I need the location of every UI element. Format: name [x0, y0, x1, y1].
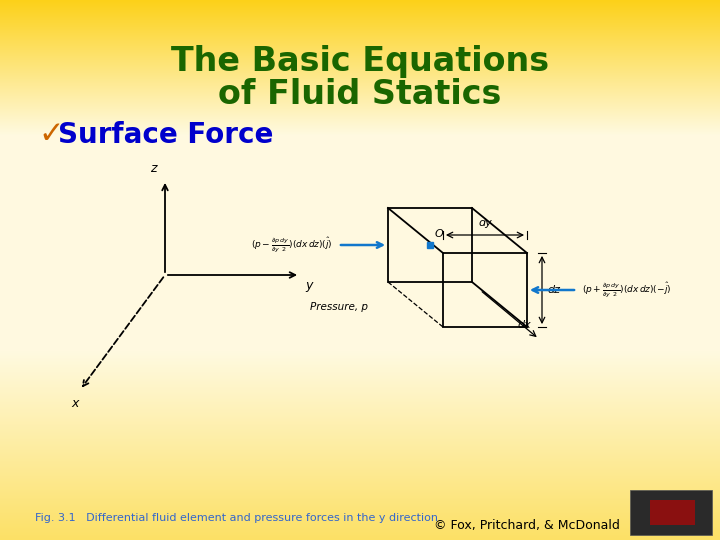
Text: Fig. 3.1   Differential fluid element and pressure forces in the y direction.: Fig. 3.1 Differential fluid element and …: [35, 513, 441, 523]
Text: x: x: [71, 397, 78, 410]
Bar: [650, 500, 695, 525]
Text: Pressure, p: Pressure, p: [310, 302, 368, 312]
Text: $(p + \frac{\partial p}{\partial y}\frac{dy}{2})(dx\,dz)(-\hat{j})$: $(p + \frac{\partial p}{\partial y}\frac…: [582, 281, 671, 299]
Text: Surface Force: Surface Force: [58, 121, 274, 149]
Text: O: O: [435, 229, 444, 239]
Text: y: y: [305, 279, 312, 292]
Text: © Fox, Pritchard, & McDonald: © Fox, Pritchard, & McDonald: [434, 519, 620, 532]
Text: dx: dx: [518, 320, 531, 329]
Text: z: z: [150, 162, 157, 175]
Text: of Fluid Statics: of Fluid Statics: [218, 78, 502, 111]
Text: The Basic Equations: The Basic Equations: [171, 45, 549, 78]
Text: ✓: ✓: [38, 120, 63, 150]
Text: $(p - \frac{\partial p}{\partial y}\frac{dy}{2})(dx\,dz)(\hat{j})$: $(p - \frac{\partial p}{\partial y}\frac…: [251, 235, 333, 254]
Text: dy: dy: [478, 218, 492, 228]
Bar: [630, 490, 712, 535]
Text: dz: dz: [547, 285, 560, 295]
